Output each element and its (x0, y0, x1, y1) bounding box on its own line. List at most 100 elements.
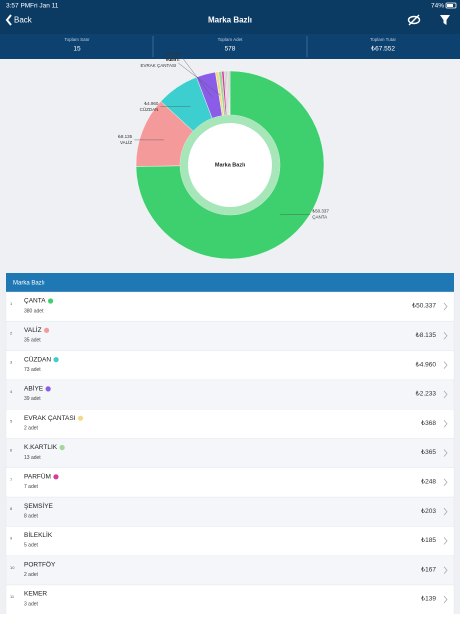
row-name: PARFÜM (24, 473, 51, 481)
slice-category-label: VALİZ (120, 139, 132, 145)
summary-label: Toplam Tutar (370, 37, 397, 42)
row-count: 5 adet (24, 543, 39, 549)
status-battery: 74% (431, 3, 444, 10)
row-index: 5 (10, 418, 13, 423)
row-name: CÜZDAN (24, 355, 51, 363)
summary-label: Toplam Satır (64, 37, 90, 42)
summary-bar (0, 34, 460, 59)
row-name: K.KARTLIK (24, 444, 58, 451)
row-chevron (443, 390, 448, 399)
slice-value-label: ₺50.337 (312, 209, 329, 214)
row-amount: ₺167 (421, 565, 436, 573)
row-index: 9 (10, 535, 13, 540)
list-row[interactable] (5, 438, 455, 468)
row-chevron (443, 419, 448, 428)
status-time: 3:57 PM (6, 3, 30, 10)
slice-value-label: ₺2.233 (166, 51, 181, 56)
slice-category-label: ÇANTA (312, 215, 327, 220)
summary-value: ₺67.552 (371, 45, 395, 53)
back-icon[interactable] (5, 14, 12, 26)
list-row[interactable] (5, 409, 455, 439)
hide-icon[interactable] (407, 14, 421, 26)
row-color-dot (43, 327, 50, 333)
filter-icon[interactable] (440, 15, 450, 25)
row-color-dot (45, 386, 51, 392)
row-count: 35 adet (24, 338, 41, 344)
row-amount: ₺4.960 (416, 360, 437, 368)
row-chevron (443, 361, 448, 369)
list-row[interactable] (5, 379, 455, 410)
row-amount: ₺139 (421, 595, 436, 603)
row-name: KEMER (24, 591, 47, 598)
row-count: 7 adet (24, 484, 39, 490)
leader-line (181, 56, 213, 97)
leader-line (178, 62, 221, 96)
list-row[interactable] (5, 350, 455, 381)
slice-value-label: ₺8.135 (118, 134, 133, 139)
row-count: 2 adet (24, 572, 39, 578)
summary-value: 15 (73, 46, 81, 53)
row-color-dot (59, 444, 65, 451)
list-row[interactable] (5, 291, 455, 322)
slice-category-label: EVRAK ÇANTASI (141, 63, 177, 68)
row-count: 39 adet (24, 396, 41, 402)
row-color-dot (53, 357, 59, 363)
status-date: Fri Jan 11 (30, 3, 59, 10)
row-color-dot (47, 298, 54, 304)
list-header (6, 273, 454, 292)
slice-value-label: ₺368 (166, 57, 177, 62)
row-name: EVRAK ÇANTASI (24, 415, 76, 422)
back-button[interactable]: Back (14, 16, 33, 25)
row-color-dot (77, 415, 84, 421)
row-index: 7 (10, 477, 13, 482)
slice-category-label: CÜZDAN (140, 106, 159, 112)
row-count: 73 adet (24, 367, 41, 373)
summary-value: 578 (225, 46, 236, 53)
header-bar (0, 0, 460, 34)
row-count: 2 adet (24, 426, 39, 432)
list-row[interactable] (5, 555, 455, 586)
row-name: PORTFÖY (24, 560, 56, 568)
row-name: ŞEMSİYE (24, 501, 54, 510)
row-chevron (443, 332, 448, 340)
list-row[interactable] (5, 584, 455, 615)
row-amount: ₺50.337 (412, 302, 436, 310)
row-index: 4 (10, 389, 13, 394)
list-title: Marka Bazlı (13, 281, 45, 287)
row-index: 2 (10, 330, 13, 335)
row-index: 6 (10, 448, 13, 453)
row-chevron (443, 478, 448, 487)
row-count: 3 adet (24, 601, 39, 607)
row-amount: ₺185 (421, 536, 436, 544)
row-chevron (443, 302, 448, 311)
list-row[interactable] (5, 526, 455, 556)
list-row[interactable] (5, 321, 455, 351)
row-name: VALİZ (24, 325, 42, 334)
donut-center (188, 123, 272, 207)
list-row[interactable] (5, 496, 455, 527)
list-row[interactable] (5, 467, 455, 498)
row-amount: ₺8.135 (416, 331, 437, 339)
row-index: 1 (10, 301, 13, 306)
row-index: 3 (10, 360, 13, 365)
row-index: 11 (10, 594, 15, 599)
row-name: ÇANTA (24, 298, 46, 305)
row-amount: ₺368 (421, 419, 436, 427)
row-color-dot (53, 474, 59, 480)
row-amount: ₺365 (421, 448, 436, 456)
donut-center-label: Marka Bazlı (215, 162, 246, 168)
row-count: 13 adet (24, 455, 41, 461)
row-index: 8 (10, 506, 13, 511)
battery-level (447, 4, 453, 7)
slice-value-label: ₺4.960 (144, 101, 159, 106)
row-chevron (443, 449, 448, 457)
row-name: ABİYE (24, 384, 44, 393)
row-amount: ₺2.233 (416, 390, 437, 398)
row-chevron (443, 537, 448, 545)
slice-category-label: ABİYE (167, 56, 180, 62)
row-chevron (443, 507, 448, 516)
summary-label: Toplam Adet (218, 37, 244, 42)
row-count: 380 adet (24, 308, 44, 314)
header-title: Marka Bazlı (208, 16, 252, 25)
